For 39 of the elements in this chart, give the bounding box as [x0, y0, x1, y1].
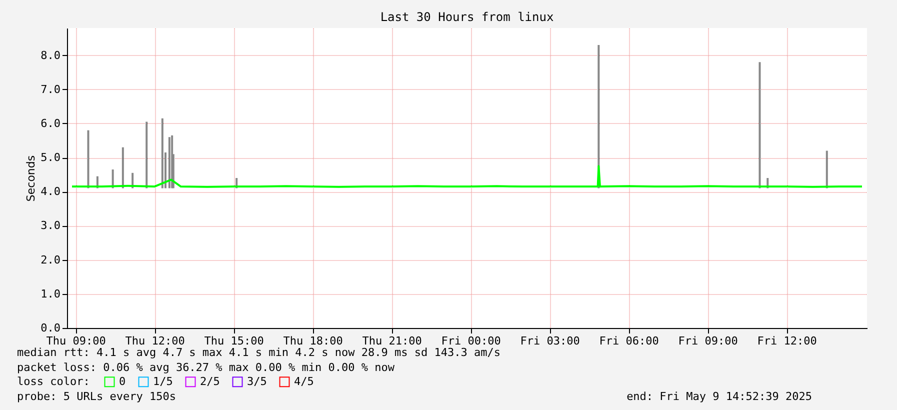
y-tick-label: 3.0: [40, 219, 60, 232]
y-tick-label: 0.0: [40, 322, 60, 334]
y-tick-label: 7.0: [40, 82, 60, 96]
x-tick-label: Fri 06:00: [599, 334, 659, 348]
bar: [168, 137, 170, 188]
x-tick-label: Fri 03:00: [520, 334, 580, 348]
bar: [122, 147, 124, 188]
bar: [758, 62, 761, 188]
x-tick-label: Thu 18:00: [283, 334, 343, 348]
text: packet loss: 0.06 % avg 36.27 % max 0.00 % min 0.00 % now: [17, 361, 395, 374]
x-tick-label: Thu 21:00: [362, 334, 422, 348]
y-tick-label: 2.0: [40, 253, 60, 266]
legend-label: 0: [119, 374, 126, 388]
text: end: Fri May 9 14:52:39 2025: [626, 390, 812, 403]
legend-label: 1/5: [153, 374, 173, 388]
chart-title: Last 30 Hours from linux: [380, 10, 554, 24]
bar: [826, 150, 828, 188]
x-tick-label: Thu 09:00: [46, 334, 106, 348]
bar: [161, 118, 164, 188]
legend-title: loss color:: [17, 375, 90, 388]
text: median rtt: 4.1 s avg 4.7 s max 4.1 s min 4.2 s now 28.9 ms sd 143.3 am/s: [17, 346, 500, 359]
legend-label: 4/5: [294, 374, 314, 388]
text: probe: 5 URLs every 150s: [17, 390, 176, 403]
x-tick-label: Fri 00:00: [441, 334, 501, 348]
legend-label: 3/5: [247, 374, 267, 388]
y-tick-label: 1.0: [40, 287, 60, 300]
bar: [146, 122, 148, 188]
y-tick-label: 8.0: [40, 48, 60, 62]
x-tick-label: Thu 15:00: [204, 334, 264, 348]
y-tick-label: 4.0: [40, 185, 60, 198]
line-series: [71, 165, 863, 188]
x-tick-label: Thu 12:00: [125, 334, 185, 348]
bar: [87, 130, 90, 188]
y-tick-label: 5.0: [40, 151, 60, 164]
x-tick-label: Fri 12:00: [757, 334, 817, 348]
x-tick-label: Fri 09:00: [678, 334, 738, 348]
y-axis-title: Seconds: [24, 155, 38, 202]
y-tick-label: 6.0: [40, 116, 60, 130]
legend-label: 2/5: [200, 374, 220, 388]
